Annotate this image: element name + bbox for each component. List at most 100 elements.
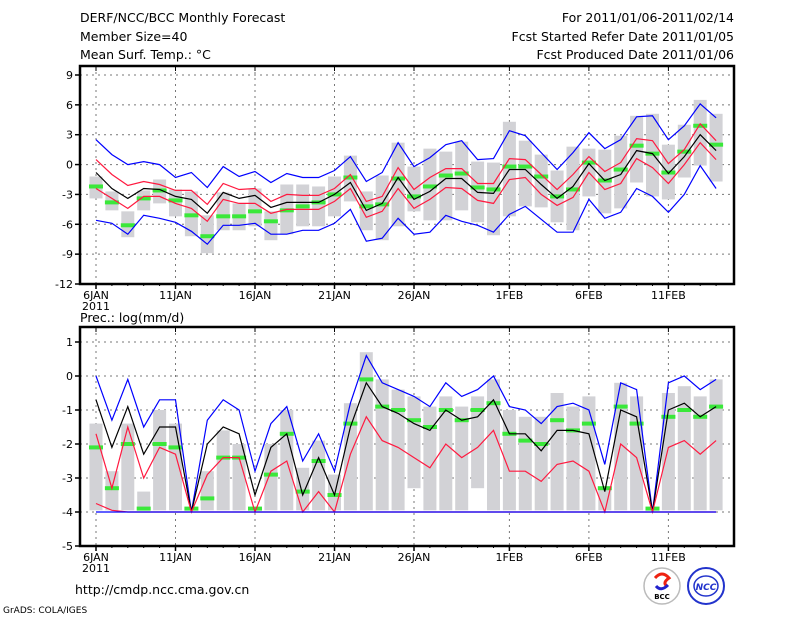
y-tick-label: -1 xyxy=(62,404,73,417)
ensemble-range-bar xyxy=(121,423,135,511)
green-marker xyxy=(391,408,406,412)
y-tick-label: 6 xyxy=(66,99,73,112)
ensemble-range-bar xyxy=(709,113,723,182)
ensemble-range-bar xyxy=(439,151,453,221)
x-tick-label: 6FEB xyxy=(575,289,603,302)
ensemble-range-bar xyxy=(471,396,485,489)
green-marker xyxy=(534,174,549,179)
green-marker xyxy=(518,164,533,169)
green-marker xyxy=(661,170,676,175)
ensemble-range-bar xyxy=(264,444,278,511)
green-marker xyxy=(613,404,628,409)
green-marker xyxy=(136,196,151,201)
y-tick-label: -3 xyxy=(62,188,73,201)
x-tick-label: 16JAN xyxy=(239,551,272,564)
ensemble-range-bar xyxy=(455,406,469,511)
green-marker xyxy=(693,123,708,128)
series-line-max xyxy=(95,103,717,189)
green-marker xyxy=(120,223,135,228)
y-tick-label: 0 xyxy=(66,370,73,383)
ensemble-range-bar xyxy=(137,491,151,511)
footer-credit: GrADS: COLA/IGES xyxy=(3,606,87,616)
green-marker xyxy=(89,184,103,189)
ensemble-range-bar xyxy=(312,186,326,227)
green-marker xyxy=(375,202,390,207)
y-tick-label: -5 xyxy=(62,540,73,553)
y-tick-label: -4 xyxy=(62,506,73,519)
green-marker xyxy=(550,418,565,423)
y-tick-label: 0 xyxy=(66,159,73,172)
precip-panel-title: Prec.: log(mm/d) xyxy=(80,310,184,325)
green-marker xyxy=(422,184,437,189)
x-tick-label: 1FEB xyxy=(495,551,523,564)
green-marker xyxy=(248,506,262,511)
ensemble-range-bar xyxy=(248,188,262,227)
series-line-mean xyxy=(95,133,717,215)
green-marker xyxy=(343,421,358,426)
ensemble-range-bar xyxy=(200,471,214,511)
green-marker xyxy=(120,442,135,446)
svg-text:BCC: BCC xyxy=(654,593,670,601)
ensemble-range-bar xyxy=(518,140,532,207)
green-marker xyxy=(263,472,278,477)
plot-frame xyxy=(78,325,736,548)
ensemble-range-bar xyxy=(487,162,500,236)
y-tick-label: -6 xyxy=(62,218,73,231)
green-marker xyxy=(295,489,310,494)
series-line-mean xyxy=(95,381,717,513)
green-marker xyxy=(470,185,485,190)
green-marker xyxy=(295,204,310,209)
green-marker xyxy=(152,188,167,193)
green-marker xyxy=(534,442,549,446)
green-marker xyxy=(422,425,437,429)
x-tick-label: 1FEB xyxy=(495,289,523,302)
y-tick-label: -9 xyxy=(62,248,73,261)
ensemble-range-bar xyxy=(518,416,532,511)
forecast-produced-date: Fcst Produced Date 2011/01/06 xyxy=(536,47,734,62)
green-marker xyxy=(677,408,692,412)
ensemble-range-bar xyxy=(359,352,373,511)
ensemble-range-bar xyxy=(661,393,675,511)
plot-frame xyxy=(78,64,736,286)
ensemble-range-bar xyxy=(614,135,628,209)
green-marker xyxy=(152,442,167,446)
green-marker xyxy=(89,445,103,450)
green-marker xyxy=(709,142,724,147)
green-marker xyxy=(502,164,517,169)
green-marker xyxy=(566,187,580,192)
green-marker xyxy=(486,187,501,192)
green-marker xyxy=(518,438,533,443)
ensemble-range-bar xyxy=(677,386,691,511)
green-marker xyxy=(200,496,215,501)
green-marker xyxy=(661,414,676,419)
ensemble-range-bar xyxy=(455,141,469,211)
y-tick-label: 1 xyxy=(66,336,73,349)
green-marker xyxy=(629,143,644,148)
ensemble-range-bar xyxy=(375,379,389,511)
green-marker xyxy=(168,198,183,203)
ensemble-range-bar xyxy=(693,396,707,511)
svg-text:NCC: NCC xyxy=(696,583,717,593)
ensemble-range-bar xyxy=(566,406,580,511)
ensemble-range-bar xyxy=(280,410,294,511)
green-marker xyxy=(104,200,119,205)
x-tick-label: 21JAN xyxy=(318,551,351,564)
x-tick-label: 6JAN xyxy=(83,551,109,564)
x-tick-label: 26JAN xyxy=(398,289,431,302)
footer-url[interactable]: http://cmdp.ncc.cma.gov.cn xyxy=(75,582,249,597)
green-marker xyxy=(359,377,374,382)
green-marker xyxy=(184,213,199,218)
y-tick-label: 3 xyxy=(66,129,73,142)
forecast-start-date: Fcst Started Refer Date 2011/01/05 xyxy=(512,29,735,44)
green-marker xyxy=(407,418,421,423)
green-marker xyxy=(407,194,421,199)
green-marker xyxy=(248,209,262,214)
forecast-period: For 2011/01/06-2011/02/14 xyxy=(562,10,734,25)
green-marker xyxy=(136,506,151,511)
ensemble-range-bar xyxy=(216,430,230,511)
chart-title: DERF/NCC/BCC Monthly Forecast xyxy=(80,10,285,25)
ensemble-range-bar xyxy=(630,115,644,183)
green-marker xyxy=(597,486,612,491)
x-tick-label: 11JAN xyxy=(159,289,192,302)
